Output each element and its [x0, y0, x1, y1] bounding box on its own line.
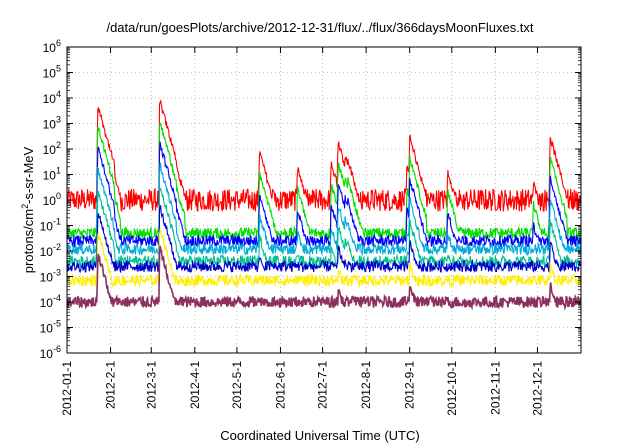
y-axis-label-main: protons/cm	[21, 208, 37, 274]
series-line	[67, 162, 581, 257]
y-axis: 10-6 10-5 10-4 10-3 10-2 10-1 100 101 102 103 104 1…	[40, 38, 581, 361]
y-axis-label: protons/cm2-s-sr-MeV	[20, 147, 36, 273]
y-tick-label: 102	[43, 140, 61, 157]
x-tick-label: 2012-4-1	[188, 361, 202, 409]
series-line	[67, 187, 581, 269]
x-tick-label: 2012-01-1	[60, 361, 74, 416]
y-tick-label: 10-3	[40, 268, 61, 285]
x-tick-label: 2012-8-1	[359, 361, 373, 409]
y-tick-label: 10-1	[40, 217, 61, 234]
x-tick-label: 2012-11-1	[488, 361, 502, 415]
y-tick-label: 103	[43, 115, 61, 132]
x-tick-label: 2012-9-1	[403, 361, 417, 409]
series-line	[67, 204, 581, 274]
y-tick-label: 10-5	[40, 319, 61, 336]
y-axis-label-superscript: 2	[19, 203, 30, 209]
series-line	[67, 99, 581, 213]
x-tick-label: 2012-3-1	[144, 361, 158, 409]
y-tick-label: 105	[43, 64, 61, 81]
y-tick-label: 100	[43, 191, 61, 208]
y-tick-label: 10-6	[40, 344, 61, 361]
x-tick-label: 2012-6-1	[273, 361, 287, 409]
y-tick-label: 104	[43, 89, 61, 106]
series-line	[67, 227, 581, 288]
series-line	[67, 141, 581, 249]
y-axis-label-rest: -s-sr-MeV	[21, 146, 37, 204]
y-tick-label: 10-2	[40, 242, 61, 259]
x-tick-label: 2012-2-1	[104, 361, 118, 409]
x-tick-label: 2012-5-1	[230, 361, 244, 409]
x-axis: 2012-01-1 2012-2-1 2012-3-1 2012-4-1 2012-5-…	[60, 47, 544, 416]
series-group	[67, 99, 581, 311]
x-axis-label: Coordinated Universal Time (UTC)	[220, 428, 420, 443]
x-tick-label: 2012-10-1	[445, 361, 459, 416]
y-tick-label: 106	[43, 38, 61, 55]
y-tick-label: 10-4	[40, 293, 61, 310]
series-line	[67, 122, 581, 241]
chart-title: /data/run/goesPlots/archive/2012-12-31/f…	[106, 20, 534, 35]
x-tick-label: 2012-12-1	[530, 361, 544, 416]
x-tick-label: 2012-7-1	[316, 361, 330, 409]
y-tick-label: 101	[43, 166, 61, 183]
series-line	[67, 245, 581, 311]
